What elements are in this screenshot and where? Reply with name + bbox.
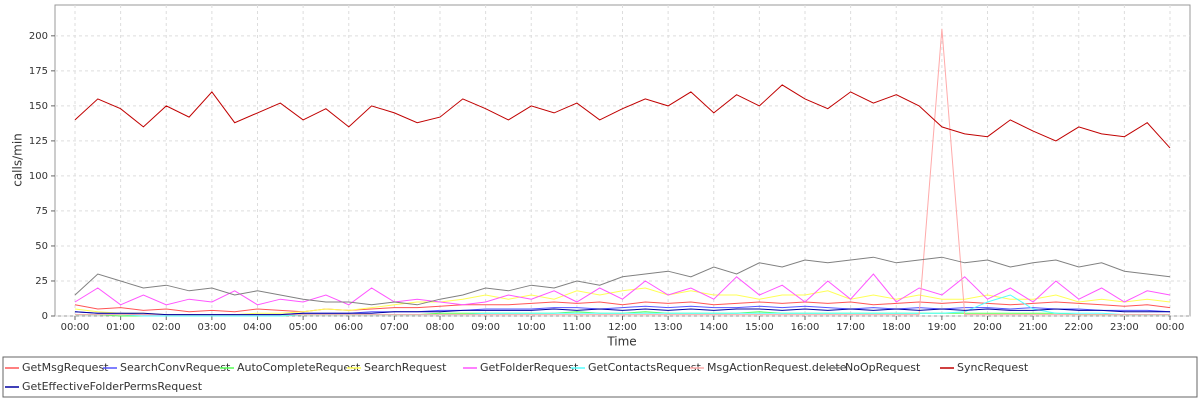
legend-label: SearchConvRequest [120,361,231,374]
x-tick-label: 06:00 [334,322,363,333]
series-line [74,301,1171,313]
x-tick-label: 11:00 [562,322,591,333]
series-line [75,294,1170,317]
y-tick-label: 200 [29,31,48,42]
series-line [74,256,1171,306]
y-axis-label: calls/min [11,133,25,187]
legend-label: GetFolderRequest [480,361,579,374]
legend-label: GetMsgRequest [22,361,109,374]
x-tick-label: 00:00 [1156,322,1185,333]
x-axis-label: Time [606,335,636,349]
x-tick-label: 20:00 [973,322,1002,333]
x-tick-label: 10:00 [517,322,546,333]
legend [2,356,1198,398]
x-tick-label: 22:00 [1064,322,1093,333]
x-tick-label: 21:00 [1019,322,1048,333]
y-tick-label: 75 [35,206,48,217]
x-tick-label: 13:00 [654,322,683,333]
legend-label: SyncRequest [957,361,1029,374]
series-line [74,273,1171,306]
x-tick-label: 18:00 [882,322,911,333]
x-tick-label: 02:00 [152,322,181,333]
x-tick-label: 19:00 [927,322,956,333]
y-tick-label: 0 [42,311,48,322]
series-line [74,84,1171,149]
x-tick-label: 08:00 [426,322,455,333]
x-tick-label: 15:00 [745,322,774,333]
x-tick-label: 07:00 [380,322,409,333]
y-tick-label: 175 [29,66,48,77]
x-tick-label: 17:00 [836,322,865,333]
x-tick-label: 14:00 [699,322,728,333]
legend-label: MsgActionRequest.delete [707,361,847,374]
x-tick-label: 03:00 [197,322,226,333]
y-tick-label: 25 [35,276,48,287]
x-tick-label: 04:00 [243,322,272,333]
y-tick-label: 50 [35,241,48,252]
y-tick-label: 100 [29,171,48,182]
x-tick-label: 23:00 [1110,322,1139,333]
x-tick-label: 01:00 [106,322,135,333]
legend-label: NoOpRequest [845,361,921,374]
legend-label: AutoCompleteRequest [237,361,361,374]
legend-label: GetContactsRequest [588,361,702,374]
y-tick-label: 125 [29,136,48,147]
series-line [74,308,1170,316]
x-tick-label: 12:00 [608,322,637,333]
x-tick-label: 05:00 [289,322,318,333]
x-tick-label: 16:00 [791,322,820,333]
legend-label: SearchRequest [364,361,447,374]
legend-label: GetEffectiveFolderPermsRequest [22,380,203,393]
series-line [74,287,1171,316]
x-tick-label: 00:00 [61,322,90,333]
y-tick-label: 150 [29,101,48,112]
x-tick-label: 09:00 [471,322,500,333]
